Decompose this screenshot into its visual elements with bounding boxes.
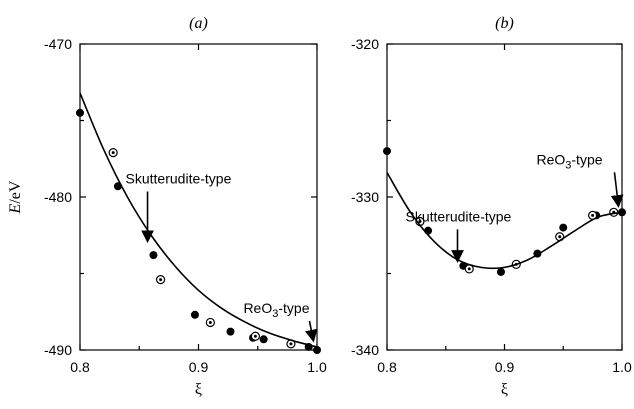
panel-label-b: (b) [495,15,514,32]
panel-b: (b) 0.8 0.9 1.0 -320 -330 -340 ξ Skutterudite-ty… [351,15,632,398]
x-axis-title-b: ξ [501,381,508,398]
plot-frame-b [386,43,623,351]
data-point-filled-a [313,346,321,354]
fit-curve-a [79,92,318,348]
data-point-open-a [286,339,296,349]
annotation-arrow-b [610,172,624,208]
data-point-filled-a [226,327,235,336]
x-tick-label-a: 0.9 [189,359,209,375]
data-point-open-b [588,210,598,220]
data-point-open-a [250,331,260,341]
annotation-arrow-a [304,320,318,343]
x-tick-label-b: 0.9 [495,359,515,375]
y-tick-label-b: -340 [351,342,379,358]
x-axis-title-a: ξ [195,381,202,398]
data-point-filled-b [559,223,568,232]
x-tick-label-a: 1.0 [307,359,327,375]
data-point-filled-a [259,335,268,344]
data-point-filled-b [496,267,505,276]
annotation-skutterudite-b: Skutterudite-type [406,208,512,224]
panel-label-a: (a) [189,15,208,32]
data-point-open-a [155,275,166,285]
data-point-open-b [464,264,474,274]
y-tick-label-a: -470 [44,36,72,52]
data-point-filled-a [76,108,84,117]
y-tick-label-b: -320 [351,36,379,52]
y-tick-label-a: -480 [44,189,72,205]
y-tick-label-a: -490 [44,342,72,358]
data-point-open-a [108,148,118,158]
panel-a: (a) 0.8 0.9 1.0 -470 -480 -490 ξ E/eV Skutterudit… [7,15,327,398]
y-axis-title-a: E/eV [7,180,24,214]
data-point-filled-b [383,147,391,156]
annotation-reo3-a: ReO3-type [243,300,309,320]
fit-curve-b [386,172,623,270]
data-point-open-a [205,317,215,328]
y-tick-label-b: -330 [351,189,379,205]
x-tick-label-b: 0.8 [377,359,397,375]
x-tick-label-a: 0.8 [70,359,90,375]
annotation-skutterudite-a: Skutterudite-type [126,170,232,186]
annotation-reo3-b: ReO3-type [536,151,602,171]
data-point-filled-a [190,310,199,319]
x-tick-label-b: 1.0 [612,359,632,375]
data-point-filled-a [149,251,158,260]
